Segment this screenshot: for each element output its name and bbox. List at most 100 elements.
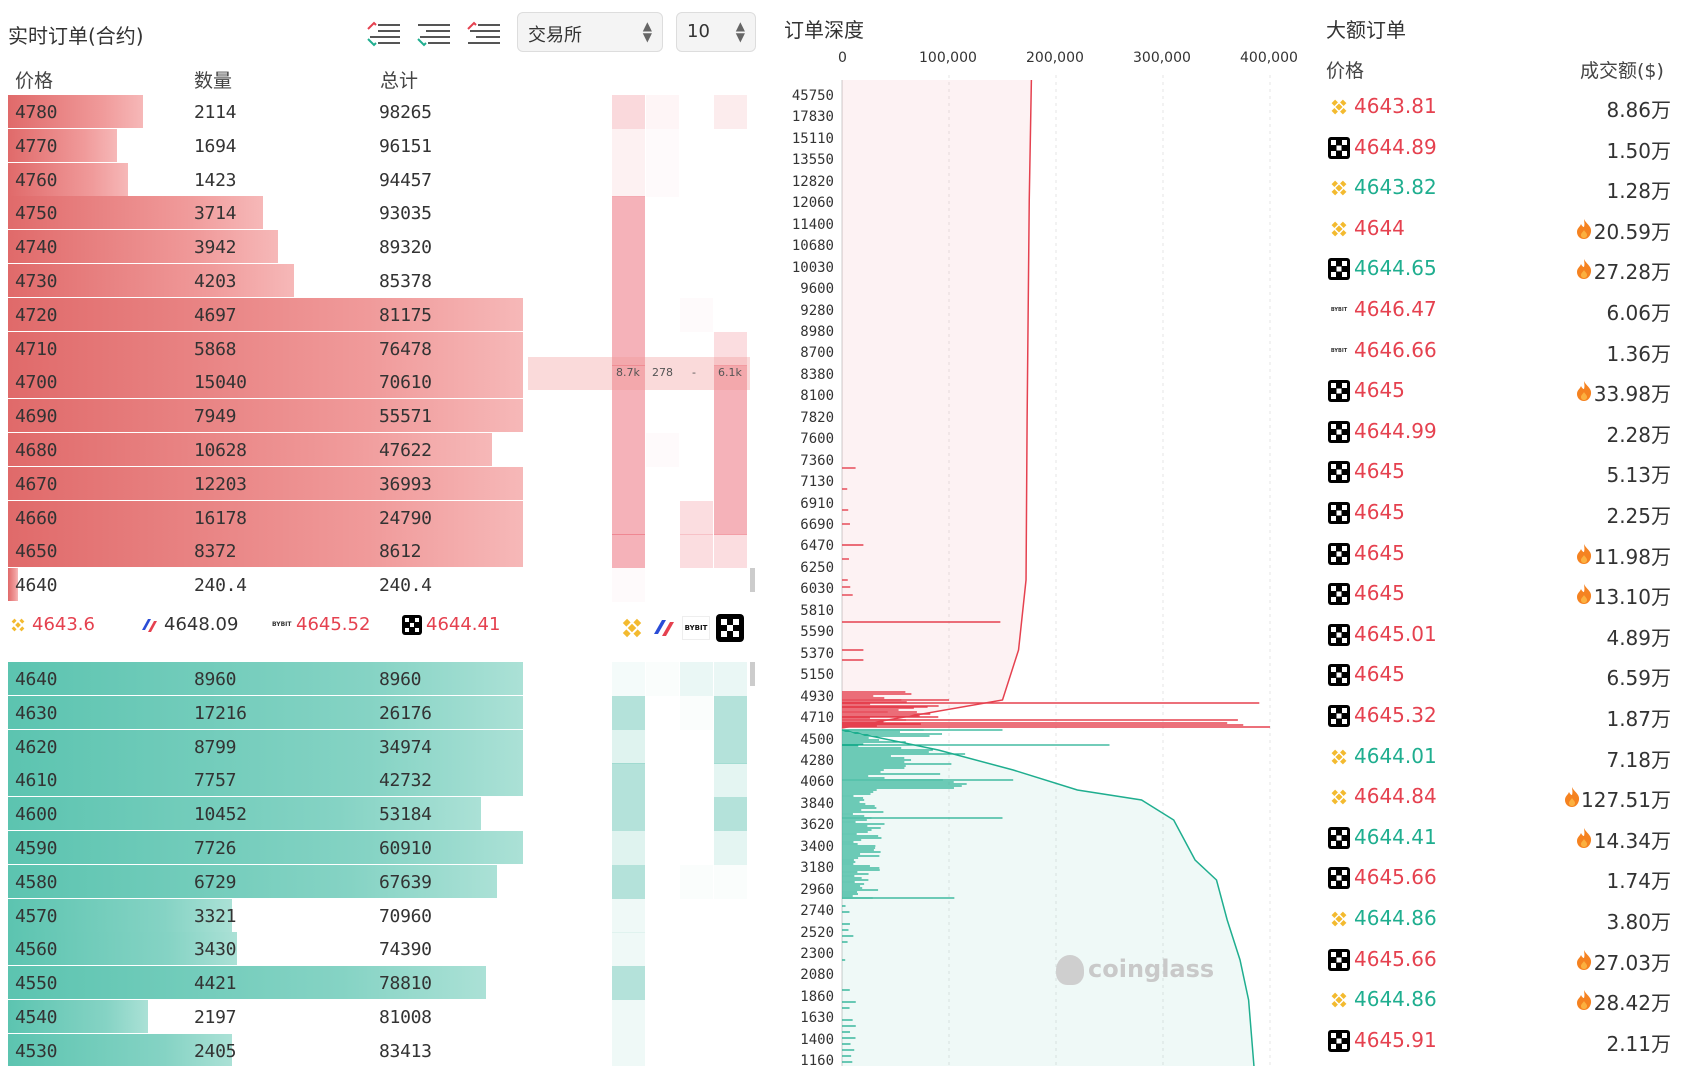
large-order-row[interactable]: 4645 11.98万	[1326, 534, 1671, 574]
exchange-heat-cell	[612, 932, 645, 967]
ask-row[interactable]: 4720 4697 81175	[8, 297, 528, 332]
large-order-price: 4645.66	[1354, 946, 1437, 971]
bid-qty: 2405	[194, 1040, 237, 1062]
exchange-heat-cell	[714, 500, 747, 535]
large-order-row[interactable]: 4645.66 27.03万	[1326, 940, 1671, 980]
bid-row[interactable]: 4630 17216 26176	[8, 695, 528, 730]
ask-row[interactable]: 4650 8372 8612	[8, 534, 528, 568]
bid-row[interactable]: 4560 3430 74390	[8, 932, 528, 966]
large-order-row[interactable]: 4644.65 27.28万	[1326, 249, 1671, 289]
y-tick-label: 6690	[800, 517, 834, 533]
ask-row[interactable]: 4710 5868 76478	[8, 331, 528, 366]
large-order-amount: 1.36万	[1606, 341, 1671, 366]
bid-row[interactable]: 4530 2405 83413	[8, 1033, 528, 1066]
y-tick-label: 6030	[800, 581, 834, 598]
bybit-filter-icon[interactable]: BYBIT	[682, 616, 710, 640]
bid-total: 34974	[379, 736, 432, 758]
bid-qty: 3321	[194, 905, 237, 927]
exchange-select[interactable]: 交易所 ▲ ▼	[517, 12, 663, 52]
ask-row[interactable]: 4770 1694 96151	[8, 128, 528, 163]
bid-row[interactable]: 4590 7726 60910	[8, 831, 528, 865]
exchange-heat-cell	[646, 163, 679, 197]
exchange-heat-cell	[612, 162, 645, 197]
large-order-row[interactable]: 4645.91 2.11万	[1326, 1021, 1671, 1061]
bid-row[interactable]: 4580 6729 67639	[8, 864, 528, 899]
large-order-row[interactable]: 4645.66 1.74万	[1326, 858, 1671, 898]
ask-row[interactable]: 4740 3942 89320	[8, 230, 528, 264]
large-order-row[interactable]: 4645 13.10万	[1326, 574, 1671, 614]
y-tick-label: 45750	[791, 88, 834, 104]
large-order-row[interactable]: 4644.86 3.80万	[1326, 899, 1671, 939]
y-tick-label: 2960	[800, 881, 834, 898]
fire-icon	[1575, 380, 1593, 402]
bid-row[interactable]: 4540 2197 81008	[8, 1000, 528, 1034]
large-order-price: 4646.66	[1354, 337, 1437, 362]
large-order-row[interactable]: 4645 33.98万	[1326, 371, 1671, 411]
ask-row[interactable]: 4760 1423 94457	[8, 162, 528, 197]
large-order-row[interactable]: 4644.99 2.28万	[1326, 412, 1671, 452]
exchange-heat-cell	[680, 696, 713, 730]
large-order-row[interactable]: 4645.01 4.89万	[1326, 615, 1671, 655]
large-order-row[interactable]: 4644.89 1.50万	[1326, 128, 1671, 168]
depth-select[interactable]: 10 ▲ ▼	[676, 12, 756, 52]
ask-qty: 3942	[194, 237, 237, 259]
ask-row[interactable]: 4660 16178 24790	[8, 500, 528, 535]
ticker-item[interactable]: 4643.6	[8, 614, 95, 635]
bybit-icon: BYBIT	[272, 621, 292, 628]
y-tick-label: 4280	[800, 752, 834, 769]
view-both-icon[interactable]	[366, 19, 402, 49]
fire-icon	[1575, 827, 1593, 849]
bid-price: 4580	[15, 871, 58, 893]
ask-total: 8612	[379, 541, 422, 563]
large-order-row[interactable]: 4644.84 127.51万	[1326, 777, 1671, 817]
large-order-row[interactable]: 4643.82 1.28万	[1326, 168, 1671, 208]
bid-row[interactable]: 4620 8799 34974	[8, 729, 528, 764]
ask-row[interactable]: 4750 3714 93035	[8, 196, 528, 230]
bitget-filter-icon[interactable]	[650, 614, 678, 642]
large-order-row[interactable]: 4644.01 7.18万	[1326, 737, 1671, 777]
bid-row[interactable]: 4640 8960 8960	[8, 662, 528, 696]
exchange-heat-cell	[714, 695, 747, 730]
ask-row[interactable]: 4780 2114 98265	[8, 95, 528, 129]
bid-row[interactable]: 4610 7757 42732	[8, 763, 528, 797]
bid-total: 70960	[379, 905, 432, 927]
coinglass-watermark: coinglass	[1056, 955, 1214, 985]
ask-row[interactable]: 4680 10628 47622	[8, 433, 528, 467]
bid-row[interactable]: 4550 4421 78810	[8, 966, 528, 1000]
bid-price: 4640	[15, 669, 58, 690]
exchange-heat-cell	[612, 466, 645, 501]
ticker-item[interactable]: BYBIT 4645.52	[272, 614, 370, 635]
ask-total: 96151	[379, 135, 432, 157]
view-bids-icon[interactable]	[416, 19, 452, 49]
binance-filter-icon[interactable]	[618, 614, 646, 642]
ask-row[interactable]: 4640 240.4 240.4	[8, 568, 528, 602]
large-order-row[interactable]: 4645 2.25万	[1326, 493, 1671, 533]
large-order-row[interactable]: 4644 20.59万	[1326, 209, 1671, 249]
scrollbar-bottom[interactable]	[750, 662, 755, 686]
okx-filter-icon[interactable]	[716, 614, 744, 642]
scrollbar-top[interactable]	[750, 568, 755, 592]
large-order-row[interactable]: 4644.41 14.34万	[1326, 818, 1671, 858]
ticker-item[interactable]: 4644.41	[402, 614, 500, 635]
bid-row[interactable]: 4570 3321 70960	[8, 898, 528, 933]
large-order-row[interactable]: BYBIT 4646.66 1.36万	[1326, 331, 1671, 371]
bid-row[interactable]: 4600 10452 53184	[8, 797, 528, 831]
large-order-row[interactable]: 4645 5.13万	[1326, 452, 1671, 492]
view-asks-icon[interactable]	[466, 19, 502, 49]
large-order-row[interactable]: 4645 6.59万	[1326, 655, 1671, 695]
ticker-price: 4648.09	[164, 614, 239, 635]
ask-price: 4670	[15, 473, 58, 495]
ask-row[interactable]: 4700 15040 70610	[8, 365, 528, 399]
large-order-price: 4645	[1354, 500, 1405, 524]
exchange-heat-cell	[612, 264, 645, 298]
ask-row[interactable]: 4670 12203 36993	[8, 466, 528, 501]
ask-row[interactable]: 4690 7949 55571	[8, 399, 528, 433]
ticker-item[interactable]: 4648.09	[140, 614, 238, 635]
large-order-row[interactable]: BYBIT 4646.47 6.06万	[1326, 290, 1671, 330]
y-tick-label: 2300	[800, 946, 834, 962]
large-order-row[interactable]: 4645.32 1.87万	[1326, 696, 1671, 736]
bid-depth-bar	[8, 695, 523, 729]
ask-row[interactable]: 4730 4203 85378	[8, 264, 528, 298]
large-order-row[interactable]: 4643.81 8.86万	[1326, 87, 1671, 127]
large-order-row[interactable]: 4644.86 28.42万	[1326, 980, 1671, 1020]
